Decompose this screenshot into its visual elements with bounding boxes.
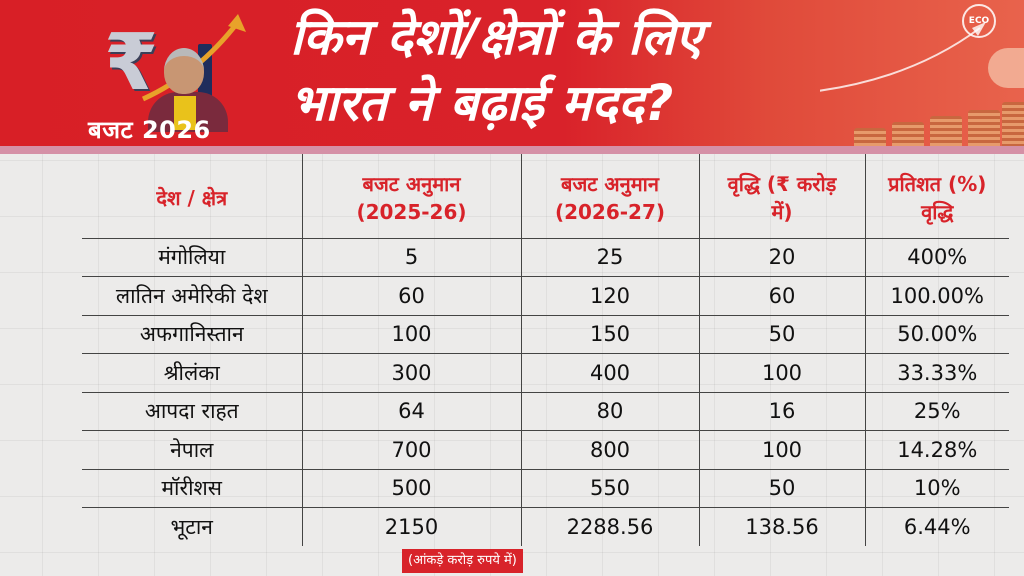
rupee-icon: ₹ <box>104 18 159 108</box>
table-row: मंगोलिया 5 25 20 400% <box>82 237 1009 277</box>
cell-country: भूटान <box>82 507 302 546</box>
table-row: नेपाल 700 800 100 14.28% <box>82 430 1009 469</box>
header-banner: ₹ बजट 2026 किन देशों/क्षेत्रों के लिए भा… <box>0 0 1024 146</box>
coin-stack-icon <box>930 116 962 146</box>
cell-percent: 25% <box>864 391 1009 431</box>
eco-globe-icon: ECO <box>962 4 996 38</box>
table-row: आपदा राहत 64 80 16 25% <box>82 391 1009 431</box>
hand-icon <box>988 48 1024 88</box>
table-row: मॉरीशस 500 550 50 10% <box>82 468 1009 508</box>
table-header-row: देश / क्षेत्र बजट अनुमान (2025-26) बजट अ… <box>82 154 1009 238</box>
header-country: देश / क्षेत्र <box>156 185 228 210</box>
title-line-1: किन देशों/क्षेत्रों के लिए <box>290 8 703 66</box>
header-budget-2026-27: बजट अनुमान (2026-27) <box>520 154 699 238</box>
coin-stack-icon <box>854 128 886 146</box>
cell-budget-2026-27: 2288.56 <box>520 507 699 546</box>
cell-increase: 50 <box>698 314 865 354</box>
cell-budget-2025-26: 64 <box>301 391 521 431</box>
cell-budget-2026-27: 400 <box>520 353 699 392</box>
cell-budget-2025-26: 5 <box>301 237 521 277</box>
cell-budget-2025-26: 500 <box>301 468 521 508</box>
cell-percent: 100.00% <box>864 276 1009 315</box>
page-title: किन देशों/क्षेत्रों के लिए भारत ने बढ़ाई… <box>290 4 810 136</box>
table-row: भूटान 2150 2288.56 138.56 6.44% <box>82 507 1009 546</box>
cell-percent: 50.00% <box>864 314 1009 354</box>
finance-minister-portrait <box>148 42 228 132</box>
cell-increase: 60 <box>698 276 865 315</box>
cell-budget-2025-26: 300 <box>301 353 521 392</box>
cell-country: लातिन अमेरिकी देश <box>82 276 302 315</box>
budget-2026-label: बजट 2026 <box>88 116 211 144</box>
title-line-2: भारत ने बढ़ाई मदद? <box>290 74 674 132</box>
cell-budget-2025-26: 100 <box>301 314 521 354</box>
aid-table: देश / क्षेत्र बजट अनुमान (2025-26) बजट अ… <box>82 154 1009 546</box>
cell-budget-2026-27: 550 <box>520 468 699 508</box>
cell-budget-2025-26: 700 <box>301 430 521 469</box>
header-percent-increase: प्रतिशत (%) वृद्धि <box>864 154 1009 238</box>
cell-budget-2026-27: 800 <box>520 430 699 469</box>
cell-budget-2026-27: 120 <box>520 276 699 315</box>
table-row: श्रीलंका 300 400 100 33.33% <box>82 353 1009 392</box>
cell-country: मंगोलिया <box>82 237 302 277</box>
cell-increase: 100 <box>698 430 865 469</box>
cell-budget-2025-26: 2150 <box>301 507 521 546</box>
cell-country: नेपाल <box>82 430 302 469</box>
cell-increase: 138.56 <box>698 507 865 546</box>
cell-budget-2026-27: 150 <box>520 314 699 354</box>
coin-stack-icon <box>892 122 924 146</box>
cell-increase: 50 <box>698 468 865 508</box>
cell-percent: 10% <box>864 468 1009 508</box>
header-increase: वृद्धि (₹ करोड़ में) <box>698 154 865 238</box>
header-divider-strip <box>0 146 1024 154</box>
coin-stack-icon <box>1002 102 1024 146</box>
cell-increase: 16 <box>698 391 865 431</box>
coin-stack-icon <box>968 110 1000 146</box>
cell-increase: 100 <box>698 353 865 392</box>
cell-percent: 6.44% <box>864 507 1009 546</box>
cell-country: मॉरीशस <box>82 468 302 508</box>
cell-country: श्रीलंका <box>82 353 302 392</box>
table-row: अफगानिस्तान 100 150 50 50.00% <box>82 314 1009 354</box>
units-footnote: (आंकड़े करोड़ रुपये में) <box>402 549 523 573</box>
eco-growth-illustration: ECO <box>820 0 1024 146</box>
header-budget-2025-26: बजट अनुमान (2025-26) <box>301 154 521 238</box>
cell-percent: 14.28% <box>864 430 1009 469</box>
cell-percent: 400% <box>864 237 1009 277</box>
budget-logo: ₹ <box>78 14 246 132</box>
cell-budget-2026-27: 80 <box>520 391 699 431</box>
cell-budget-2026-27: 25 <box>520 237 699 277</box>
table-row: लातिन अमेरिकी देश 60 120 60 100.00% <box>82 276 1009 315</box>
cell-country: अफगानिस्तान <box>82 314 302 354</box>
cell-percent: 33.33% <box>864 353 1009 392</box>
cell-increase: 20 <box>698 237 865 277</box>
cell-budget-2025-26: 60 <box>301 276 521 315</box>
cell-country: आपदा राहत <box>82 391 302 431</box>
